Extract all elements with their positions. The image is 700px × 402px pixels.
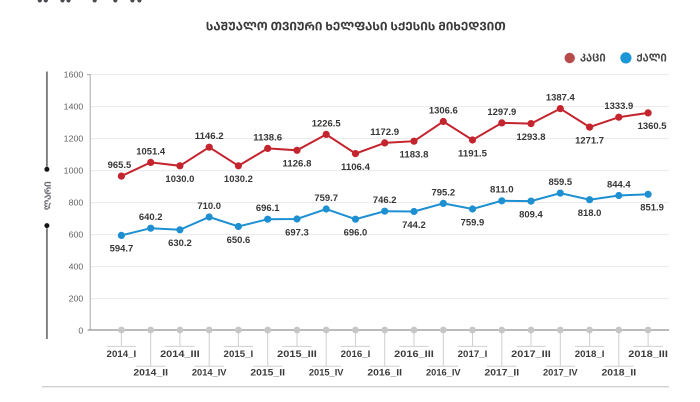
svg-text:2017_II: 2017_II [485,368,520,378]
svg-text:2015_III: 2015_III [277,349,317,359]
svg-text:696.0: 696.0 [344,228,368,238]
svg-text:1400: 1400 [64,102,84,112]
svg-text:640.2: 640.2 [139,212,163,222]
svg-text:1030.0: 1030.0 [165,174,194,184]
svg-text:594.7: 594.7 [110,244,134,254]
svg-text:811.0: 811.0 [490,185,514,195]
svg-text:1226.5: 1226.5 [312,118,341,128]
svg-text:697.3: 697.3 [285,227,309,237]
svg-text:1333.9: 1333.9 [604,101,633,111]
svg-text:2014_III: 2014_III [160,349,200,359]
svg-text:1297.9: 1297.9 [487,107,516,117]
svg-text:795.2: 795.2 [432,187,456,197]
svg-text:1191.5: 1191.5 [458,148,487,158]
svg-text:2015_IV: 2015_IV [309,368,344,378]
svg-text:650.6: 650.6 [227,235,251,245]
svg-text:200: 200 [69,294,84,304]
svg-text:1106.4: 1106.4 [341,162,371,172]
svg-text:2017_IV: 2017_IV [543,368,578,378]
svg-text:759.7: 759.7 [314,193,338,203]
svg-text:630.2: 630.2 [168,238,192,248]
svg-text:1387.4: 1387.4 [546,93,576,103]
svg-text:2014_II: 2014_II [133,368,168,378]
svg-text:1271.7: 1271.7 [575,135,604,145]
svg-text:2014_I: 2014_I [107,349,137,359]
svg-text:1360.5: 1360.5 [638,121,667,131]
svg-text:1126.8: 1126.8 [283,159,312,169]
svg-text:2016_I: 2016_I [341,349,371,359]
svg-text:600: 600 [69,230,84,240]
svg-text:1306.6: 1306.6 [429,105,458,115]
svg-text:2014_IV: 2014_IV [192,368,227,378]
svg-text:2015_I: 2015_I [224,349,254,359]
svg-text:1172.9: 1172.9 [370,127,399,137]
svg-text:859.5: 859.5 [549,177,573,187]
svg-text:1183.8: 1183.8 [400,150,429,160]
svg-text:818.0: 818.0 [578,208,602,218]
svg-text:0: 0 [78,326,83,336]
svg-text:2016_II: 2016_II [367,368,402,378]
svg-text:2015_II: 2015_II [250,368,285,378]
svg-text:2017_I: 2017_I [458,349,488,359]
svg-text:1600: 1600 [64,70,84,80]
svg-text:965.5: 965.5 [108,160,132,170]
svg-text:746.2: 746.2 [373,195,397,205]
svg-text:1200: 1200 [64,134,84,144]
svg-text:696.1: 696.1 [256,203,280,213]
svg-text:1000: 1000 [64,166,84,176]
svg-text:2018_II: 2018_II [602,368,637,378]
svg-text:744.2: 744.2 [402,220,426,230]
svg-text:809.4: 809.4 [519,209,543,219]
svg-text:400: 400 [69,262,84,272]
svg-text:1293.8: 1293.8 [517,132,546,142]
svg-text:1051.4: 1051.4 [136,146,166,156]
svg-text:1138.6: 1138.6 [253,132,282,142]
svg-text:800: 800 [69,198,84,208]
svg-text:2016_III: 2016_III [394,349,434,359]
svg-text:2016_IV: 2016_IV [426,368,461,378]
svg-text:844.4: 844.4 [607,179,631,189]
svg-text:710.0: 710.0 [197,201,221,211]
svg-text:2018_I: 2018_I [575,349,605,359]
svg-text:1030.2: 1030.2 [224,174,253,184]
svg-text:851.9: 851.9 [640,203,664,213]
svg-text:2018_III: 2018_III [628,349,668,359]
svg-text:1146.2: 1146.2 [195,131,224,141]
svg-text:759.9: 759.9 [461,217,485,227]
svg-text:2017_III: 2017_III [511,349,551,359]
